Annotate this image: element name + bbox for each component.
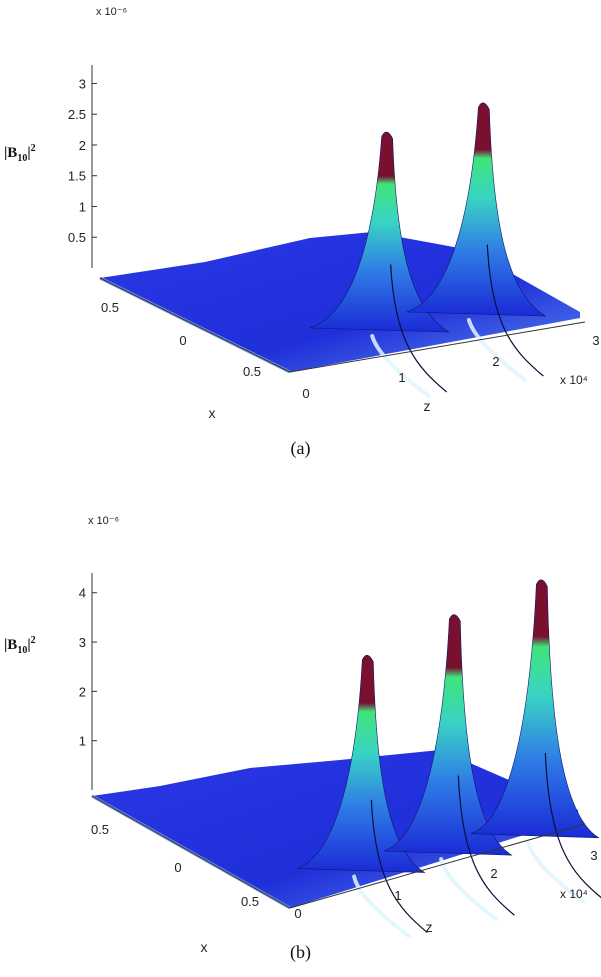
value-exponent-label: x 10⁻⁶ [96,6,127,18]
z-axis-line [289,321,586,373]
caption-a: (a) [290,438,311,458]
surface-highlight [370,334,431,398]
surface-ridge-line [544,752,601,899]
x-axis-label: x [201,939,208,955]
z-tick-label: 0 [294,906,301,921]
value-tick-label: 3 [79,76,86,91]
caption-b: (b) [290,942,311,962]
surface-highlight [466,318,528,382]
value-tick-label: 1 [79,199,86,214]
surface-ridge-line [486,244,544,377]
x-axis-line [99,277,291,373]
surface-peak [296,654,426,873]
z-tick-label: 1 [394,888,401,903]
z-exponent-label: x 10⁴ [560,887,588,901]
z-value-axis-label-a: |B10|2 [4,143,36,164]
value-tick-label: 2 [79,138,86,153]
z-tick-label: 3 [590,848,597,863]
x-tick-label: 0.5 [243,364,261,379]
value-tick-label: 2 [79,684,86,699]
x-tick-label: 0.5 [101,300,119,315]
x-axis-line [91,795,291,909]
chart-panel-a: 3 2.5 2 1.5 1 0.5 x 10⁻⁶ 0.5 0 0.5 x 0 1 2 3 z x 10⁴ |B1… [0,0,601,488]
surface-group: 3 2.5 2 1.5 1 0.5 x 10⁻⁶ 0.5 0 0.5 x 0 1 2 3 z x 10⁴ [68,6,600,421]
surface-peak [309,131,450,333]
surface-plot-a: 3 2.5 2 1.5 1 0.5 x 10⁻⁶ 0.5 0 0.5 x 0 1 2 3 z x 10⁴ [68,6,600,421]
z-axis-line [289,823,586,909]
surface-peak [406,102,546,317]
z-value-axis-label-b: |B10|2 [4,635,36,656]
value-tick-label: 1.5 [68,169,86,184]
z-tick-label: 1 [398,370,405,385]
value-tick-label: 0.5 [68,230,86,245]
value-tick-label: 2.5 [68,107,86,122]
z-tick-label: 3 [592,333,599,348]
surface-highlight [526,839,586,904]
value-tick-label: 4 [79,586,86,601]
x-tick-label: 0 [174,860,181,875]
x-tick-label: 0 [179,333,186,348]
surface-ridge-line [370,799,428,933]
z-axis-label: z [424,398,431,414]
z-tick-label: 2 [490,866,497,881]
z-exponent-label: x 10⁴ [560,373,588,387]
value-tick-label: 3 [79,635,86,650]
surface-ridge-line [457,775,515,916]
surface-group: 4 3 2 1 x 10⁻⁶ 0.5 0 0.5 x 0 1 2 3 z x 10⁴ [79,515,601,955]
chart-panel-b: 4 3 2 1 x 10⁻⁶ 0.5 0 0.5 x 0 1 2 3 z x 10⁴ |B10|2 (b) [0,488,601,977]
value-tick-label: 1 [79,734,86,749]
z-tick-label: 0 [302,386,309,401]
surface-highlight [352,874,412,939]
z-tick-label: 2 [492,354,499,369]
z-axis-label: z [426,919,433,935]
x-tick-label: 0.5 [91,822,109,837]
surface-ridge-line [390,264,448,393]
value-exponent-label: x 10⁻⁶ [88,515,119,527]
x-axis-label: x [209,405,216,421]
surface-plot-b: 4 3 2 1 x 10⁻⁶ 0.5 0 0.5 x 0 1 2 3 z x 10⁴ [79,515,601,955]
x-tick-label: 0.5 [241,894,259,909]
surface-peak [470,579,600,839]
surface-peak [383,614,513,856]
